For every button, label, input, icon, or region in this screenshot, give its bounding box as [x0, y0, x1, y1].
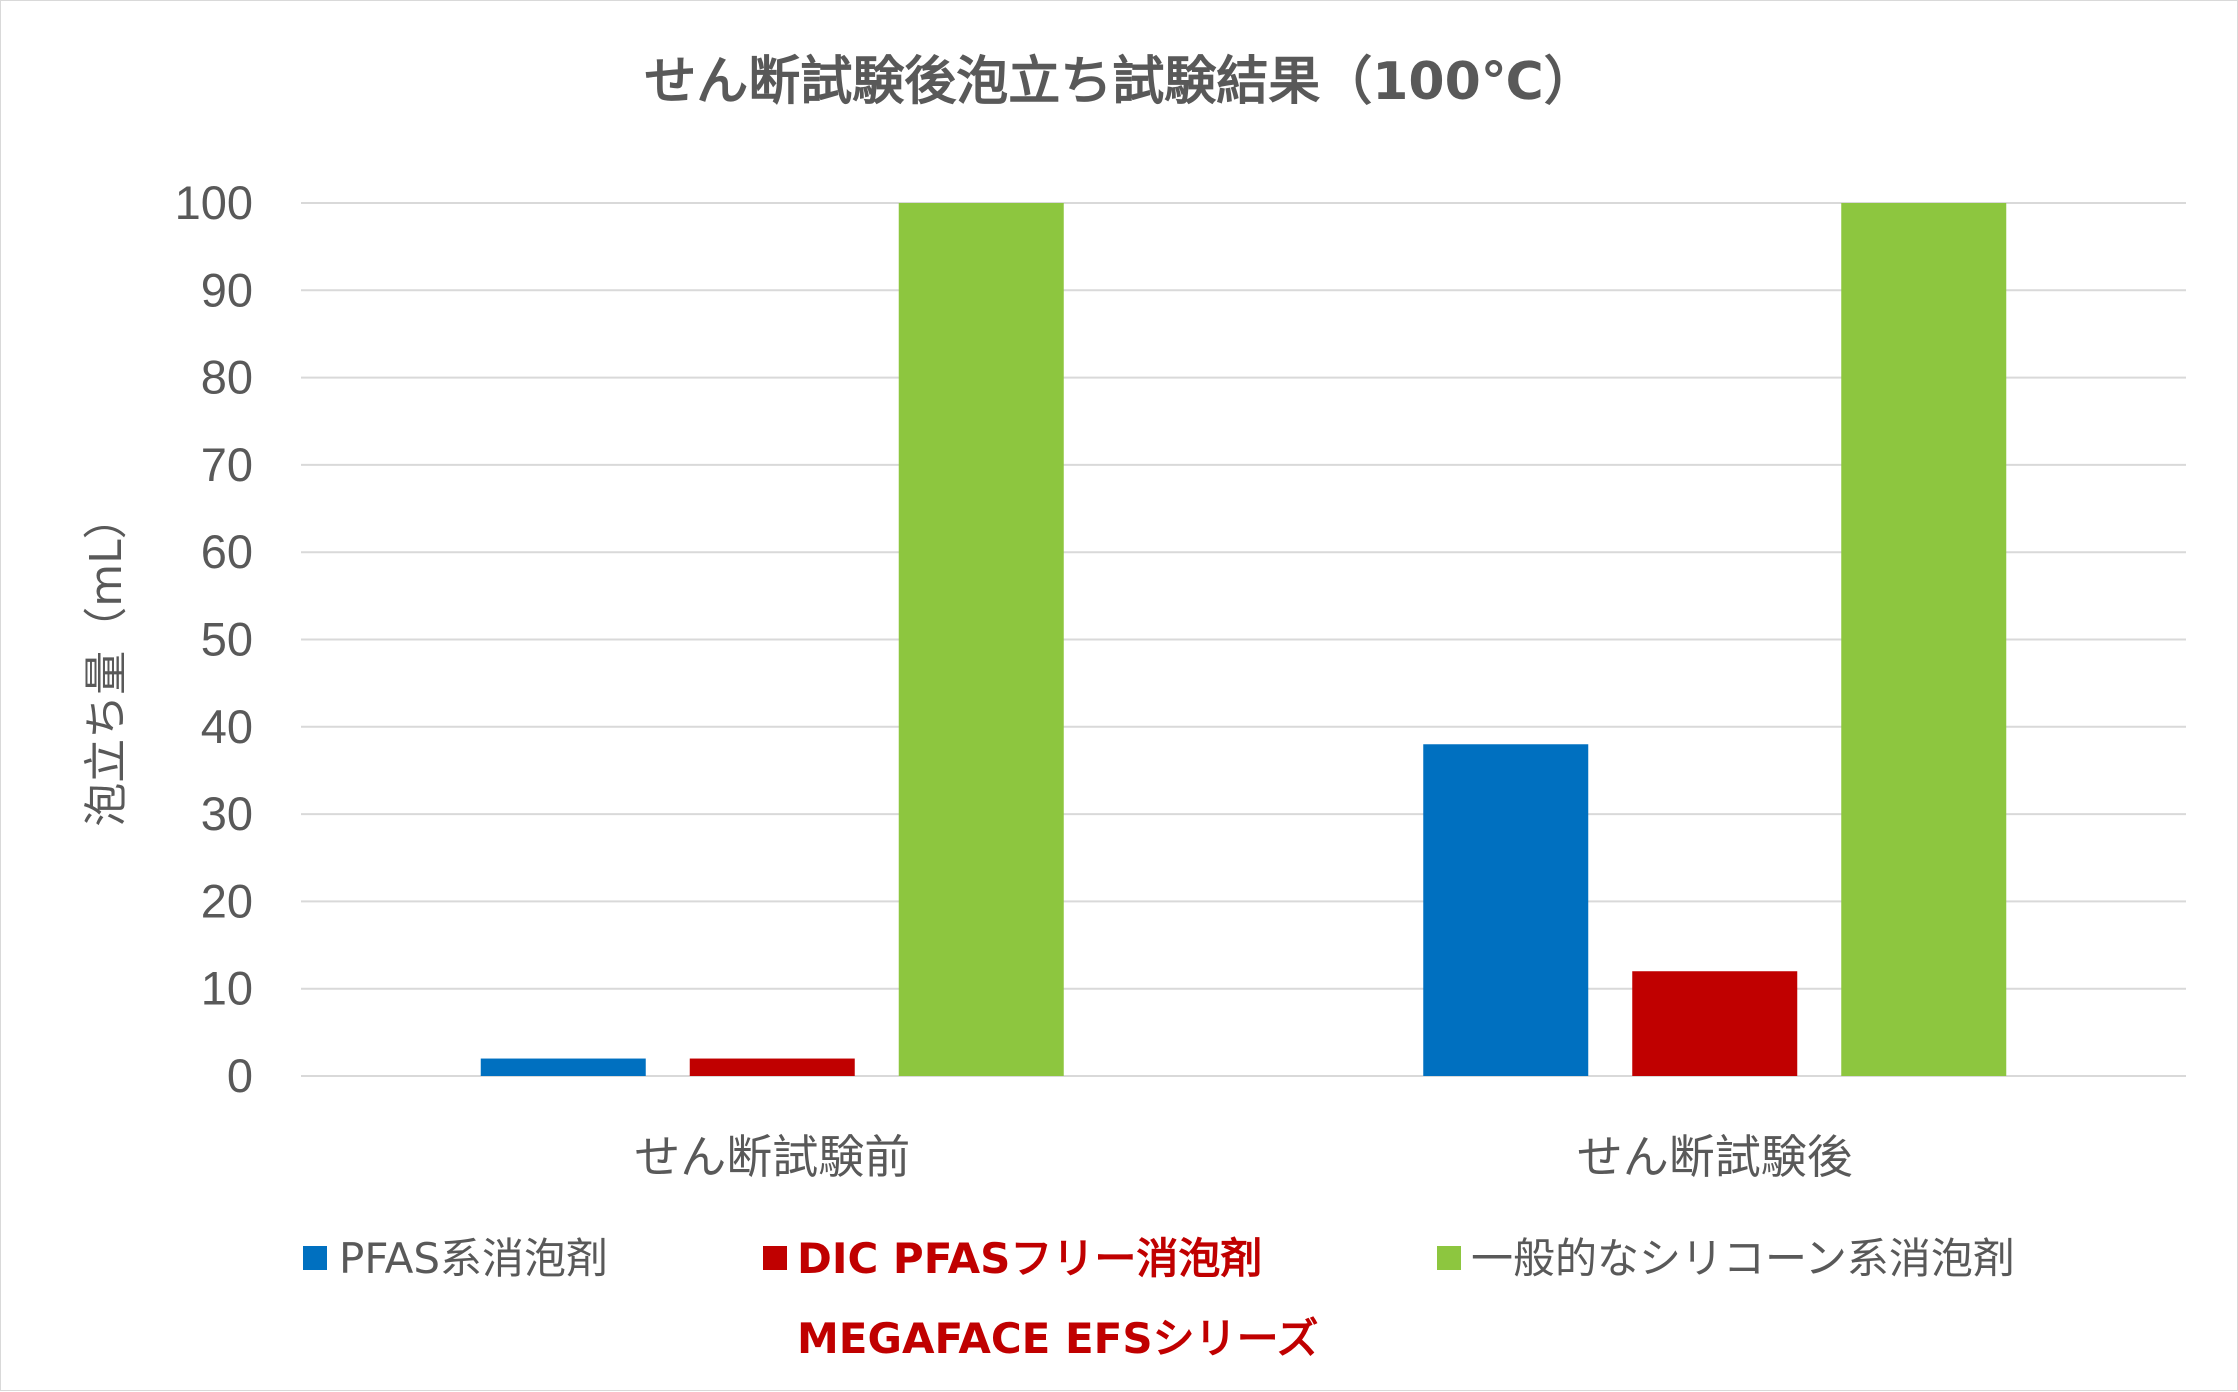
- x-axis-categories: せん断試験前 せん断試験後: [634, 1130, 1853, 1184]
- legend: PFAS系消泡剤 DIC PFASフリー消泡剤 MEGAFACE EFSシリーズ…: [303, 1234, 2015, 1363]
- bar-series2-cat0: [898, 203, 1064, 1076]
- legend-swatch-dic: [763, 1246, 787, 1270]
- bar-series1-cat0: [689, 1058, 855, 1076]
- y-tick-label: 100: [175, 176, 253, 229]
- y-tick-label: 90: [201, 263, 253, 316]
- x-category-label: せん断試験後: [1577, 1130, 1853, 1184]
- bar-series2-cat1: [1841, 203, 2007, 1076]
- legend-label-dic: DIC PFASフリー消泡剤: [797, 1234, 1262, 1283]
- y-tick-label: 20: [201, 874, 253, 927]
- bar-series0-cat1: [1423, 744, 1589, 1076]
- x-category-label: せん断試験前: [634, 1130, 910, 1184]
- y-tick-label: 30: [201, 787, 253, 840]
- legend-label-dic-line2: MEGAFACE EFSシリーズ: [797, 1314, 1319, 1363]
- bar-series1-cat1: [1632, 971, 1798, 1076]
- bars: [480, 203, 2007, 1076]
- bar-series0-cat0: [480, 1058, 646, 1076]
- y-tick-label: 0: [227, 1049, 253, 1102]
- y-tick-label: 50: [201, 613, 253, 666]
- y-tick-label: 40: [201, 700, 253, 753]
- chart-title: せん断試験後泡立ち試験結果（100℃）: [644, 52, 1596, 112]
- y-tick-label: 80: [201, 351, 253, 404]
- legend-label-pfas: PFAS系消泡剤: [339, 1234, 608, 1283]
- legend-swatch-pfas: [303, 1246, 327, 1270]
- y-tick-label: 10: [201, 962, 253, 1015]
- y-tick-label: 70: [201, 438, 253, 491]
- legend-label-silicone: 一般的なシリコーン系消泡剤: [1471, 1234, 2015, 1283]
- y-axis-ticks: 0 10 20 30 40 50 60 70 80 90 100: [175, 176, 253, 1102]
- y-tick-label: 60: [201, 525, 253, 578]
- legend-swatch-silicone: [1437, 1246, 1461, 1270]
- y-axis-label: 泡立ち量（mL）: [81, 495, 132, 826]
